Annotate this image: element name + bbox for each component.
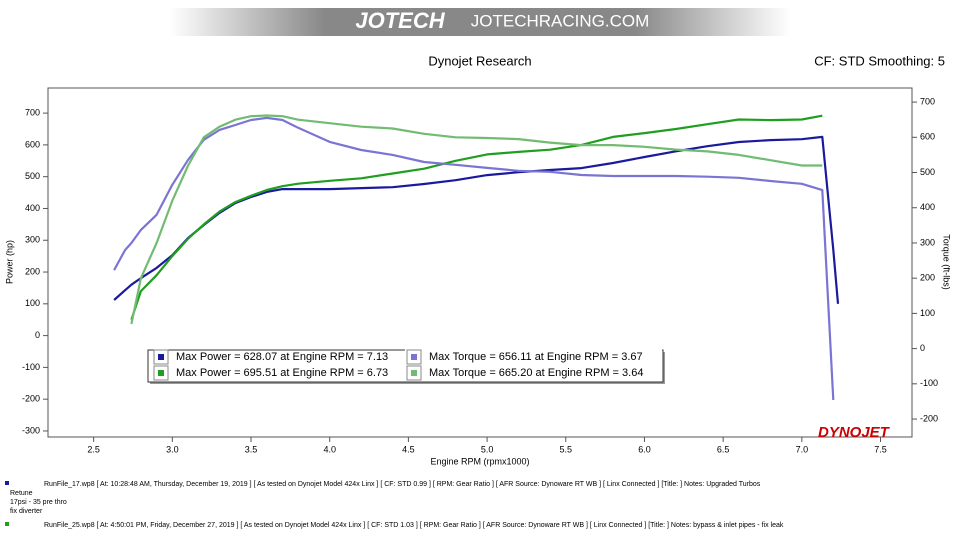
y2-axis-label: Torque (ft-lbs) bbox=[942, 234, 952, 290]
banner bbox=[170, 8, 790, 36]
y-tick-label: 300 bbox=[25, 235, 40, 245]
footer-note: 17psi - 35 pre thro bbox=[10, 499, 67, 506]
brand: JOTECH bbox=[355, 8, 445, 33]
x-tick-label: 3.0 bbox=[166, 444, 179, 454]
legend-swatch bbox=[411, 354, 417, 360]
x-tick-label: 5.0 bbox=[481, 444, 494, 454]
y-tick-label: 700 bbox=[25, 107, 40, 117]
x-axis-label: Engine RPM (rpmx1000) bbox=[430, 456, 529, 466]
y-tick-label: 200 bbox=[25, 266, 40, 276]
legend-label: Max Torque = 665.20 at Engine RPM = 3.64 bbox=[429, 367, 643, 379]
y2-tick-label: -200 bbox=[920, 413, 938, 423]
y2-tick-label: 200 bbox=[920, 273, 935, 283]
x-tick-label: 3.5 bbox=[245, 444, 258, 454]
legend-swatch bbox=[158, 354, 164, 360]
y2-tick-label: 500 bbox=[920, 167, 935, 177]
legend-cell bbox=[405, 349, 662, 365]
y2-tick-label: 0 bbox=[920, 343, 925, 353]
x-tick-label: 2.5 bbox=[87, 444, 100, 454]
legend-swatch bbox=[411, 370, 417, 376]
footer-marker bbox=[5, 522, 9, 526]
x-tick-label: 6.0 bbox=[638, 444, 651, 454]
legend-swatch bbox=[158, 370, 164, 376]
y-tick-label: -300 bbox=[22, 425, 40, 435]
y-tick-label: 500 bbox=[25, 171, 40, 181]
footer-marker bbox=[5, 481, 9, 485]
legend-label: Max Power = 695.51 at Engine RPM = 6.73 bbox=[176, 367, 388, 379]
y-axis-label: Power (hp) bbox=[4, 240, 14, 284]
y2-tick-label: 700 bbox=[920, 96, 935, 106]
y2-tick-label: 300 bbox=[920, 237, 935, 247]
y2-tick-label: 400 bbox=[920, 202, 935, 212]
legend-label: Max Torque = 656.11 at Engine RPM = 3.67 bbox=[429, 351, 643, 363]
y2-tick-label: 100 bbox=[920, 308, 935, 318]
logo: DYNOJET bbox=[818, 424, 891, 441]
site: JOTECHRACING.COM bbox=[471, 11, 650, 30]
x-tick-label: 4.0 bbox=[323, 444, 336, 454]
y-tick-label: 400 bbox=[25, 203, 40, 213]
legend-label: Max Power = 628.07 at Engine RPM = 7.13 bbox=[176, 351, 388, 363]
chart-title: Dynojet Research bbox=[428, 53, 531, 68]
y-tick-label: 0 bbox=[35, 330, 40, 340]
y2-tick-label: -100 bbox=[920, 378, 938, 388]
footer-note: fix diverter bbox=[10, 508, 43, 515]
x-tick-label: 7.5 bbox=[874, 444, 887, 454]
footer-run: RunFile_17.wp8 [ At: 10:28:48 AM, Thursd… bbox=[44, 481, 761, 488]
x-tick-label: 5.5 bbox=[560, 444, 573, 454]
series-line bbox=[130, 114, 823, 321]
y-tick-label: 100 bbox=[25, 298, 40, 308]
series-line bbox=[113, 116, 835, 401]
series-line bbox=[130, 114, 823, 325]
y-tick-label: 600 bbox=[25, 139, 40, 149]
y-tick-label: -100 bbox=[22, 362, 40, 372]
x-tick-label: 4.5 bbox=[402, 444, 415, 454]
legend-cell bbox=[405, 365, 662, 381]
x-tick-label: 6.5 bbox=[717, 444, 730, 454]
x-tick-label: 7.0 bbox=[796, 444, 809, 454]
chart-subtitle: CF: STD Smoothing: 5 bbox=[814, 53, 945, 68]
y2-tick-label: 600 bbox=[920, 132, 935, 142]
footer-note: Retune bbox=[10, 490, 33, 497]
footer-run: RunFile_25.wp8 [ At: 4:50:01 PM, Friday,… bbox=[44, 522, 784, 529]
y-tick-label: -200 bbox=[22, 394, 40, 404]
